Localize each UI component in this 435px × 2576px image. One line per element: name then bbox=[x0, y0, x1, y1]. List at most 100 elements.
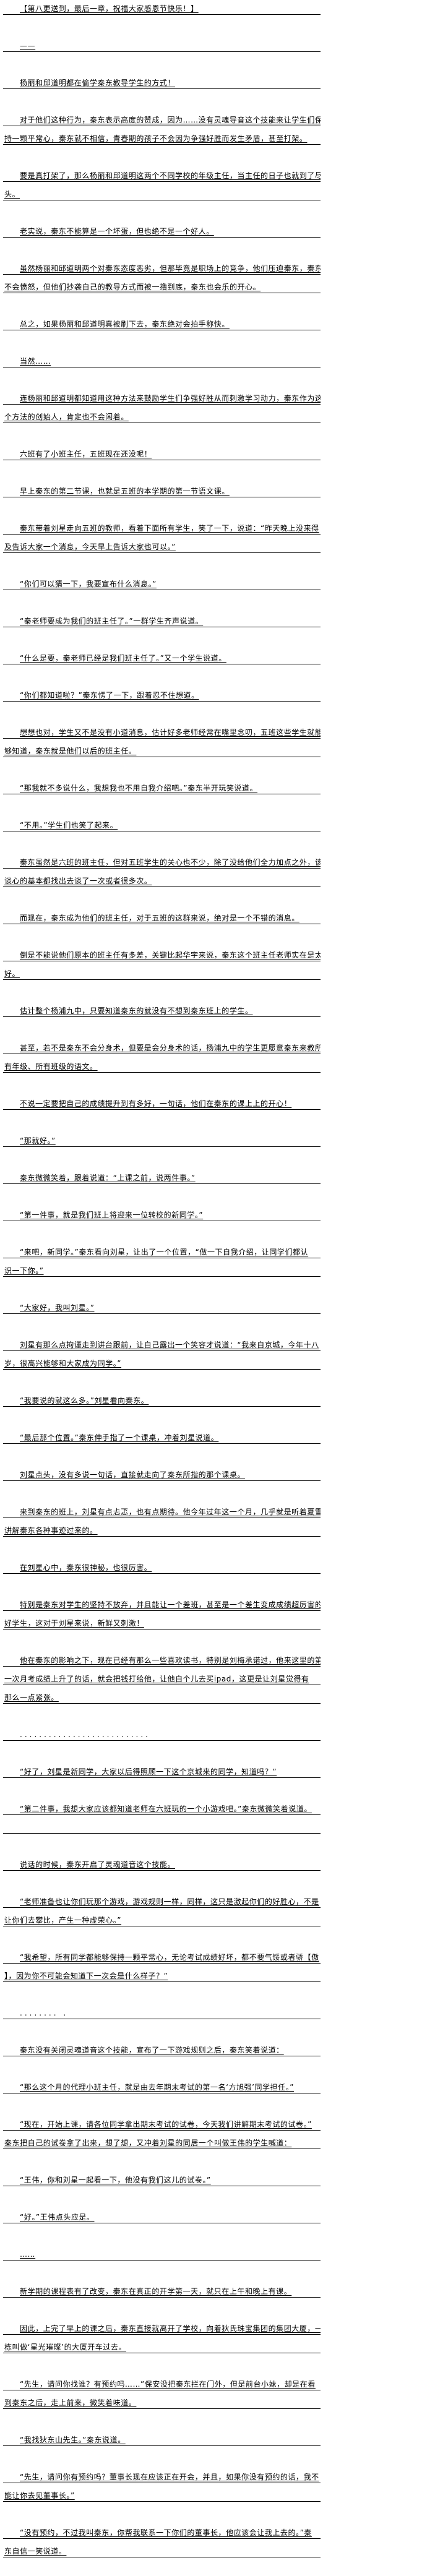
line-text: 在刘星心中，秦东很神秘，也很厉害。 bbox=[20, 1563, 152, 1572]
text-line: 那么一点紧张。 bbox=[3, 1685, 321, 1704]
line-text: 特别是秦东对学生的坚持不放弃，并且能让一个差班，甚至是一个差生变成成绩超厉害的 bbox=[20, 1600, 321, 1609]
text-line: “我希望，所有同学都能够保持一颗平常心，无论考试成绩好坏，都不要气馁或者骄【傲 bbox=[3, 1945, 321, 1964]
paragraph: “先生，请问你找谁？有预约吗……”保安没把秦东拦在门外，但是前台小妹，却是在看到… bbox=[3, 2372, 321, 2409]
line-text: “最后那个位置。”秦东伸手指了一个课桌，冲着刘星说道。 bbox=[20, 1433, 219, 1442]
paragraph: “你们可以猜一下，我要宣布什么消息。” bbox=[3, 572, 321, 590]
text-line: 老实说，秦东不能算是一个坏蛋，但也绝不是一个好人。 bbox=[3, 219, 321, 238]
paragraph: “先生，请问你有预约吗？董事长现在应该正在开会，并且，如果你没有预约的话，我不能… bbox=[3, 2465, 321, 2502]
text-line: “我找狄东山先生。”秦东说道。 bbox=[3, 2428, 321, 2446]
line-text: “好了，刘星是新同学，大家以后得照顾一下这个京城来的同学，知道吗？” bbox=[20, 1767, 277, 1776]
paragraph: “什么是要，秦老师已经是我们班主任了。”又一个学生说道。 bbox=[3, 646, 321, 664]
line-text: 识一下你。” bbox=[4, 1266, 44, 1275]
line-text: 岁，很高兴能够和大家成为同学。” bbox=[4, 1359, 122, 1368]
paragraph: 早上秦东的第二节课，也就是五班的本学期的第一节语文课。 bbox=[3, 479, 321, 497]
paragraph: “不用。”学生们也笑了起来。 bbox=[3, 813, 321, 831]
line-text: 虽然杨丽和邱道明两个对秦东态度恶劣，但那毕竟是职场上的竞争，他们压迫秦东，秦东 bbox=[20, 264, 321, 273]
text-line: “来吧，新同学。”秦东看向刘星，让出了一个位置，“做一下自我介绍，让同学们都认 bbox=[3, 1240, 321, 1258]
text-line: “大家好，我叫刘星。” bbox=[3, 1295, 321, 1314]
ellipsis-separator: ........................... bbox=[3, 1722, 321, 1741]
line-text: 当然…… bbox=[20, 357, 51, 366]
line-text: 及告诉大家一个消息，今天早上告诉大家也可以。” bbox=[4, 543, 176, 551]
line-text: 好学生，这对于刘星来说，新鲜又刺激！ bbox=[4, 1619, 144, 1628]
paragraph: 倒是不能说他们原本的班主任有多差，关键比起华宇来说，秦东这个班主任老师实在是太好… bbox=[3, 943, 321, 980]
paragraph: 他在秦东的影响之下，现在已经有那么一些喜欢读书，特别是刘梅承诺过，他来这里的第一… bbox=[3, 1648, 321, 1704]
text-line: 甚至，若不是秦东不会分身术，但要是会分身术的话，杨浦九中的学生更愿意秦东来教所 bbox=[3, 1036, 321, 1054]
text-line: “好。”王伟点头应是。 bbox=[3, 2205, 321, 2223]
paragraph: 老实说，秦东不能算是一个坏蛋，但也绝不是一个好人。 bbox=[3, 219, 321, 238]
paragraph: “现在，开始上课，请各位同学拿出期末考试的试卷，今天我们讲解期末考试的试卷。” 秦… bbox=[3, 2112, 321, 2149]
text-line: 不会愤怒，但他们抄袭自己的教导方式而被一撸到底，秦东也会乐的开心。 bbox=[3, 275, 321, 293]
text-line: 想想也对，学生又不是没有小道消息，估计好多老师经常在嘴里念叨，五班这些学生就能 bbox=[3, 720, 321, 739]
line-text: 头。 bbox=[4, 190, 20, 199]
paragraph: 特别是秦东对学生的坚持不放弃，并且能让一个差班，甚至是一个差生变成成绩超厉害的好… bbox=[3, 1592, 321, 1629]
line-text: “你们可以猜一下，我要宣布什么消息。” bbox=[20, 580, 157, 588]
line-text: ........ . bbox=[20, 2009, 69, 2017]
text-line: 连杨丽和邱道明都知道用这种方法来鼓励学生们争强好胜从而刺激学习动力，秦东作为这 bbox=[3, 386, 321, 405]
paragraph: 要是真打架了，那么杨丽和邱道明这两个不同学校的年级主任，当主任的日子也就到了尽头… bbox=[3, 163, 321, 200]
text-line: —— bbox=[3, 33, 321, 52]
paragraph: 当然…… bbox=[3, 349, 321, 367]
ellipsis-separator: ........ . bbox=[3, 2001, 321, 2019]
line-text: “秦老师要成为我们的班主任了。”一群学生齐声说道。 bbox=[20, 617, 204, 625]
text-line: 让你们去攀比，产生一种虚荣心。” bbox=[3, 1908, 321, 1926]
paragraph: 说话的时候，秦东开启了灵魂道音这个技能。 bbox=[3, 1852, 321, 1871]
line-text: 秦东把自己的试卷拿了出来，想了想，又冲着刘星的同居一个叫做王伟的学生喊道： bbox=[4, 2139, 292, 2147]
text-line: “秦老师要成为我们的班主任了。”一群学生齐声说道。 bbox=[3, 609, 321, 627]
text-line: 好。 bbox=[3, 961, 321, 980]
line-text: 能让你去见董事长。” bbox=[4, 2491, 75, 2500]
text-line: 在刘星心中，秦东很神秘，也很厉害。 bbox=[3, 1555, 321, 1574]
line-text: “第一件事，就是我们班上将迎来一位转校的新同学。” bbox=[20, 1211, 204, 1219]
text-line: 六班有了小班主任，五班现在还没呢！ bbox=[3, 442, 321, 460]
paragraph: 而现在，秦东成为他们的班主任，对于五班的这群来说，绝对是一个不错的消息。 bbox=[3, 906, 321, 924]
line-text: 来到秦东的班上，刘星有点忐忑，也有点期待。他今年过年这一个月，几乎就是听着夏雪 bbox=[20, 1508, 321, 1516]
line-text: 要是真打架了，那么杨丽和邱道明这两个不同学校的年级主任，当主任的日子也就到了尽 bbox=[20, 171, 321, 180]
line-text: “什么是要，秦老师已经是我们班主任了。”又一个学生说道。 bbox=[20, 654, 226, 663]
line-text: “先生，请问你有预约吗？董事长现在应该正在开会，并且，如果你没有预约的话，我不 bbox=[20, 2473, 319, 2481]
text-line: 他在秦东的影响之下，现在已经有那么一些喜欢读书，特别是刘梅承诺过，他来这里的第 bbox=[3, 1648, 321, 1667]
line-text: 估计整个杨浦九中，只要知道秦东的就没有不想到秦东班上的学生。 bbox=[20, 1007, 253, 1015]
text-line: 岁，很高兴能够和大家成为同学。” bbox=[3, 1351, 321, 1370]
text-line: 说话的时候，秦东开启了灵魂道音这个技能。 bbox=[3, 1852, 321, 1871]
line-text: 够知道，秦东就是他们以后的班主任。 bbox=[4, 747, 137, 755]
text-line: 当然…… bbox=[3, 349, 321, 367]
line-text: “我找狄东山先生。”秦东说道。 bbox=[20, 2436, 126, 2444]
paragraph: “秦老师要成为我们的班主任了。”一群学生齐声说道。 bbox=[3, 609, 321, 627]
text-line: “第一件事，就是我们班上将迎来一位转校的新同学。” bbox=[3, 1203, 321, 1221]
text-line: “你们可以猜一下，我要宣布什么消息。” bbox=[3, 572, 321, 590]
paragraph: “那我就不多说什么，我想我也不用自我介绍吧。”秦东半开玩笑说道。 bbox=[3, 776, 321, 794]
paragraph: 不说一定要把自己的成绩提升到有多好，一句话，他们在秦东的课上上的开心！ bbox=[3, 1091, 321, 1110]
text-line: 要是真打架了，那么杨丽和邱道明这两个不同学校的年级主任，当主任的日子也就到了尽 bbox=[3, 163, 321, 182]
paragraph: “大家好，我叫刘星。” bbox=[3, 1295, 321, 1314]
text-line: 刘星有那么点拘谨走到讲台跟前，让自己露出一个笑容才说道：“我来自京城，今年十八 bbox=[3, 1333, 321, 1351]
paragraph: “那么这个月的代理小班主任，就是由去年期末考试的第一名‘方旭强’同学担任。” bbox=[3, 2075, 321, 2093]
paragraph: 【第八更送到，最后一章，祝福大家感恩节快乐！】 bbox=[3, 0, 321, 15]
line-text: …… bbox=[20, 2250, 36, 2259]
line-text: “我希望，所有同学都能够保持一颗平常心，无论考试成绩好坏，都不要气馁或者骄【傲 bbox=[20, 1953, 319, 1962]
text-line: ........ . bbox=[3, 2001, 321, 2019]
text-line: “你们都知道啦？”秦东愣了一下，跟着忍不住想道。 bbox=[3, 683, 321, 702]
paragraph: “那就好。” bbox=[3, 1128, 321, 1147]
text-line: 东自信一笑说道。 bbox=[3, 2539, 321, 2557]
text-line: “那就好。” bbox=[3, 1128, 321, 1147]
text-line: 好学生，这对于刘星来说，新鲜又刺激！ bbox=[3, 1611, 321, 1629]
line-text: “大家好，我叫刘星。” bbox=[20, 1303, 95, 1312]
paragraph: 总之，如果杨丽和邱道明真被刷下去，秦东绝对会拍手称快。 bbox=[3, 312, 321, 330]
text-line: 虽然杨丽和邱道明两个对秦东态度恶劣，但那毕竟是职场上的竞争，他们压迫秦东，秦东 bbox=[3, 256, 321, 275]
paragraph: 虽然杨丽和邱道明两个对秦东态度恶劣，但那毕竟是职场上的竞争，他们压迫秦东，秦东不… bbox=[3, 256, 321, 293]
text-line: 谈心的基本都找出去谈了一次或者很多次。 bbox=[3, 869, 321, 887]
paragraph: “我要说的就这么多。”刘星看向秦东。 bbox=[3, 1388, 321, 1407]
text-line: 】，因为你不可能会知道下一次会是什么样子？” bbox=[3, 1964, 321, 1982]
line-text: 对于他们这种行为，秦东表示高度的赞成，因为……没有灵魂导音这个技能来让学生们保 bbox=[20, 116, 321, 124]
line-text: “不用。”学生们也笑了起来。 bbox=[20, 821, 118, 830]
paragraph: 杨丽和邱道明都在偷学秦东教导学生的方式！ bbox=[3, 71, 321, 89]
paragraph: 连杨丽和邱道明都知道用这种方法来鼓励学生们争强好胜从而刺激学习动力，秦东作为这个… bbox=[3, 386, 321, 423]
paragraph: 刘星有那么点拘谨走到讲台跟前，让自己露出一个笑容才说道：“我来自京城，今年十八岁… bbox=[3, 1333, 321, 1370]
line-text: 六班有了小班主任，五班现在还没呢！ bbox=[20, 450, 152, 458]
text-line: 【第八更送到，最后一章，祝福大家感恩节快乐！】 bbox=[3, 0, 321, 15]
line-text: 早上秦东的第二节课，也就是五班的本学期的第一节语文课。 bbox=[20, 487, 230, 496]
text-line: “先生，请问你有预约吗？董事长现在应该正在开会，并且，如果你没有预约的话，我不 bbox=[3, 2465, 321, 2483]
text-line: 有年级、所有班级的语文。 bbox=[3, 1054, 321, 1073]
text-line: “老师准备也让你们玩那个游戏，游戏规则一样，同样，这只是激起你们的好胜心，不是 bbox=[3, 1889, 321, 1908]
text-line: 秦东带着刘星走向五班的教师，看着下面所有学生，笑了一下，说道：“昨天晚上没来得 bbox=[3, 516, 321, 535]
line-text: 总之，如果杨丽和邱道明真被刷下去，秦东绝对会拍手称快。 bbox=[20, 320, 230, 328]
